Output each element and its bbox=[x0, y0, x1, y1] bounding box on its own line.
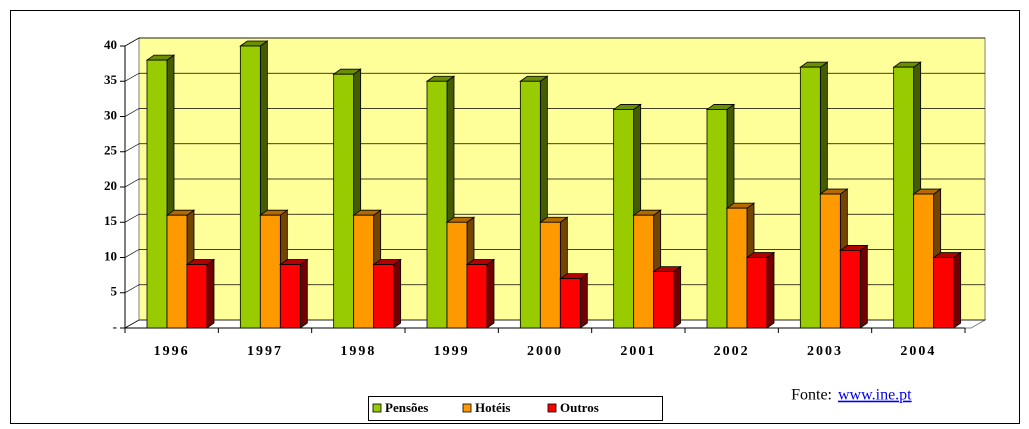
grid-line bbox=[124, 37, 140, 47]
y-tick-label: 25 bbox=[104, 143, 118, 158]
bar bbox=[706, 109, 728, 329]
legend-swatch bbox=[372, 403, 382, 413]
bar-side bbox=[766, 251, 775, 329]
bar bbox=[259, 214, 281, 329]
bar-side bbox=[859, 244, 868, 329]
grid-line bbox=[124, 178, 140, 188]
y-tick-label: 35 bbox=[104, 72, 118, 87]
grid-line bbox=[124, 213, 140, 223]
legend-box bbox=[368, 396, 663, 421]
bar bbox=[333, 73, 355, 329]
y-tick-label: 20 bbox=[104, 178, 117, 193]
bar bbox=[653, 271, 675, 329]
bar bbox=[839, 250, 861, 329]
source-text: Fonte: bbox=[791, 387, 832, 404]
grid-line bbox=[124, 319, 140, 329]
bar bbox=[166, 214, 188, 329]
y-tick-label: 30 bbox=[104, 107, 117, 122]
bar bbox=[933, 257, 955, 329]
x-tick-label: 2003 bbox=[807, 344, 843, 359]
bar bbox=[279, 264, 301, 329]
bar bbox=[799, 66, 821, 329]
bar bbox=[446, 221, 468, 329]
x-tick-label: 1999 bbox=[434, 344, 470, 359]
bar-side bbox=[579, 272, 588, 329]
legend-swatch bbox=[462, 403, 472, 413]
bar bbox=[539, 221, 561, 329]
bar-side bbox=[486, 258, 495, 329]
bar bbox=[819, 193, 841, 329]
bar bbox=[613, 109, 635, 329]
legend-label: Pensões bbox=[385, 400, 428, 415]
bar bbox=[186, 264, 208, 329]
grid-line bbox=[124, 284, 140, 294]
legend-label: Hotéis bbox=[475, 400, 510, 415]
source-link[interactable]: www.ine.pt bbox=[838, 387, 912, 404]
bar bbox=[726, 207, 748, 329]
grid-line bbox=[124, 72, 140, 82]
legend-swatch bbox=[547, 403, 557, 413]
bar-side bbox=[206, 258, 215, 329]
bar bbox=[519, 80, 541, 329]
x-tick-label: 1997 bbox=[247, 344, 283, 359]
legend-label: Outros bbox=[560, 400, 599, 415]
x-tick-label: 1998 bbox=[340, 344, 376, 359]
x-tick-label: 2000 bbox=[527, 344, 563, 359]
grid-line bbox=[124, 143, 140, 153]
bar-side bbox=[673, 265, 682, 329]
bar bbox=[466, 264, 488, 329]
bar bbox=[633, 214, 655, 329]
bar bbox=[426, 80, 448, 329]
bar bbox=[146, 59, 168, 329]
y-tick-label: - bbox=[113, 319, 117, 334]
y-tick-label: 15 bbox=[104, 213, 118, 228]
grid-line bbox=[124, 249, 140, 258]
bar-side bbox=[299, 258, 308, 329]
bar bbox=[746, 257, 768, 329]
bar-side bbox=[953, 251, 962, 329]
bar bbox=[239, 45, 261, 329]
y-tick-label: 5 bbox=[111, 284, 118, 299]
x-tick-label: 1996 bbox=[154, 344, 190, 359]
y-tick-label: 10 bbox=[104, 248, 117, 263]
bar bbox=[353, 214, 375, 329]
grid-line bbox=[124, 108, 140, 117]
bar-side bbox=[393, 258, 402, 329]
x-tick-label: 2004 bbox=[900, 344, 936, 359]
x-tick-label: 2002 bbox=[714, 344, 750, 359]
bar bbox=[913, 193, 935, 329]
bar bbox=[893, 66, 915, 329]
x-tick-label: 2001 bbox=[620, 344, 656, 359]
bar bbox=[373, 264, 395, 329]
y-tick-label: 40 bbox=[104, 37, 117, 52]
bar bbox=[559, 278, 581, 329]
